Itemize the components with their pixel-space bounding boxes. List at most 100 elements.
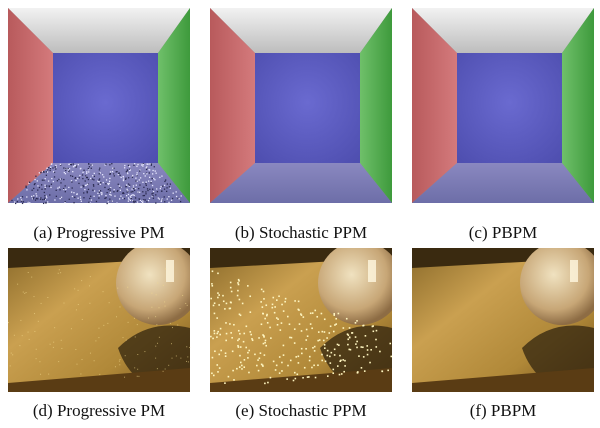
- noise-dot: [33, 188, 34, 189]
- noise-dot: [135, 178, 136, 179]
- noise-dot: [372, 326, 374, 328]
- noise-dot: [358, 355, 360, 357]
- noise-dot: [264, 342, 266, 344]
- noise-dot: [150, 182, 151, 183]
- noise-dot: [127, 287, 128, 288]
- noise-dot: [80, 168, 81, 169]
- noise-dot: [212, 357, 214, 359]
- noise-dot: [63, 188, 64, 189]
- noise-dot: [131, 195, 132, 196]
- noise-dot: [97, 193, 98, 194]
- noise-dot: [124, 165, 125, 166]
- noise-dot: [85, 180, 86, 181]
- noise-dot: [82, 174, 83, 175]
- noise-dot: [129, 186, 130, 187]
- noise-dot: [276, 299, 278, 301]
- noise-dot: [342, 359, 344, 361]
- noise-dot: [80, 186, 81, 187]
- noise-dot: [305, 348, 307, 350]
- noise-dot: [258, 370, 260, 372]
- noise-dot: [164, 185, 165, 186]
- noise-dot: [164, 188, 165, 189]
- noise-dot: [128, 322, 129, 323]
- noise-dot: [298, 309, 300, 311]
- noise-dot: [294, 342, 296, 344]
- noise-dot: [99, 192, 100, 193]
- noise-dot: [137, 376, 138, 377]
- noise-dot: [109, 302, 110, 303]
- noise-dot: [168, 196, 169, 197]
- noise-dot: [14, 201, 15, 202]
- noise-dot: [60, 272, 61, 273]
- noise-dot: [216, 333, 218, 335]
- noise-dot: [337, 365, 339, 367]
- noise-dot: [107, 323, 108, 324]
- noise-dot: [34, 331, 35, 332]
- noise-dot: [278, 295, 280, 297]
- noise-dot: [252, 339, 254, 341]
- noise-dot: [57, 180, 58, 181]
- noise-dot: [137, 354, 138, 355]
- noise-dot: [149, 198, 150, 199]
- noise-dot: [151, 165, 152, 166]
- noise-dot: [60, 164, 61, 165]
- noise-dot: [128, 200, 129, 201]
- noise-dot: [146, 166, 147, 167]
- noise-dot: [261, 323, 263, 325]
- noise-dot: [22, 335, 23, 336]
- noise-dot: [54, 176, 55, 177]
- noise-dot: [26, 292, 27, 293]
- noise-dot: [274, 306, 276, 308]
- noise-dot: [239, 333, 241, 335]
- noise-dot: [110, 192, 111, 193]
- noise-dot: [61, 348, 62, 349]
- noise-dot: [40, 172, 41, 173]
- noise-dot: [356, 320, 358, 322]
- noise-dot: [136, 166, 137, 167]
- noise-dot: [367, 354, 369, 356]
- noise-dot: [135, 180, 136, 181]
- noise-dot: [90, 353, 91, 354]
- noise-dot: [312, 312, 314, 314]
- noise-dot: [218, 354, 220, 356]
- noise-dot: [108, 201, 109, 202]
- noise-dot: [324, 344, 326, 346]
- noise-dot: [50, 168, 51, 169]
- render-image: [412, 8, 594, 203]
- noise-dot: [238, 284, 240, 286]
- noise-dot: [281, 322, 283, 324]
- noise-dot: [118, 173, 119, 174]
- noise-dot: [164, 301, 165, 302]
- noise-dot: [92, 178, 93, 179]
- noise-dot: [25, 186, 26, 187]
- noise-dot: [135, 336, 136, 337]
- noise-dot: [149, 163, 150, 164]
- noise-dot: [92, 175, 93, 176]
- noise-dot: [250, 334, 252, 336]
- noise-dot: [119, 187, 120, 188]
- noise-dot: [143, 173, 144, 174]
- noise-dot: [217, 331, 219, 333]
- noise-dot: [87, 192, 88, 193]
- noise-dot: [226, 303, 228, 305]
- noise-dot: [172, 327, 173, 328]
- noise-dot: [307, 335, 309, 337]
- noise-dot: [315, 377, 317, 379]
- noise-dot: [128, 194, 129, 195]
- noise-dot: [83, 192, 84, 193]
- noise-dot: [81, 280, 82, 281]
- noise-dot: [367, 349, 369, 351]
- noise-dot: [53, 342, 54, 343]
- noise-dot: [92, 190, 93, 191]
- noise-dot: [238, 330, 240, 332]
- noise-dot: [143, 164, 144, 165]
- noise-dot: [139, 199, 140, 200]
- noise-dot: [262, 334, 264, 336]
- noise-dot: [126, 184, 127, 185]
- noise-dot: [263, 343, 265, 345]
- noise-dot: [364, 370, 366, 372]
- noise-dot: [272, 307, 274, 309]
- noise-dot: [20, 320, 21, 321]
- noise-dot: [139, 184, 140, 185]
- noise-dot: [132, 175, 133, 176]
